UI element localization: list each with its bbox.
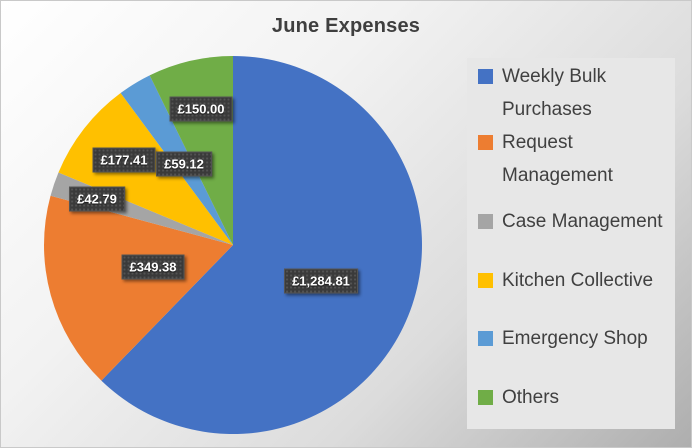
legend-item-content: Request Management bbox=[478, 126, 613, 192]
legend-swatch-icon bbox=[478, 272, 493, 288]
legend-swatch-icon bbox=[478, 390, 493, 406]
legend-item-content: Kitchen Collective bbox=[478, 264, 653, 297]
legend-swatch-icon bbox=[478, 213, 493, 229]
legend-label: Emergency Shop bbox=[502, 328, 648, 350]
pie-slice-request-management[interactable] bbox=[44, 195, 234, 381]
legend-item-content: Weekly Bulk Purchases bbox=[478, 60, 606, 126]
legend-item-content: Case Management bbox=[478, 205, 663, 238]
data-label-weekly-bulk-purchases: £1,284.81 bbox=[284, 268, 358, 294]
data-label-emergency-shop: £59.12 bbox=[156, 151, 212, 177]
data-label-kitchen-collective: £177.41 bbox=[92, 147, 156, 173]
data-label-others: £150.00 bbox=[169, 96, 233, 122]
legend-item-others[interactable]: Others bbox=[478, 368, 671, 427]
legend-item-kitchen-collective[interactable]: Kitchen Collective bbox=[478, 251, 671, 310]
legend-swatch-icon bbox=[478, 331, 493, 347]
legend-label: Others bbox=[502, 387, 560, 409]
legend-swatch-icon bbox=[478, 135, 493, 150]
legend: Weekly Bulk Purchases Request Management Cas… bbox=[467, 58, 675, 429]
legend-label: Kitchen Collective bbox=[502, 269, 654, 291]
legend-label: Case Management bbox=[502, 210, 663, 232]
legend-item-case-management[interactable]: Case Management bbox=[478, 192, 671, 251]
legend-label: Request Management bbox=[502, 132, 613, 186]
legend-item-request-management[interactable]: Request Management bbox=[478, 126, 671, 192]
legend-swatch-icon bbox=[478, 69, 493, 84]
legend-item-weekly-bulk-purchases[interactable]: Weekly Bulk Purchases bbox=[478, 60, 671, 126]
legend-item-content: Emergency Shop bbox=[478, 322, 648, 355]
data-label-request-management: £349.38 bbox=[121, 254, 185, 280]
chart-title: June Expenses bbox=[271, 15, 421, 37]
pie-slice-weekly-bulk-purchases[interactable] bbox=[101, 56, 422, 435]
data-label-case-management: £42.79 bbox=[69, 186, 125, 212]
legend-label: Weekly Bulk Purchases bbox=[502, 66, 607, 120]
legend-item-content: Others bbox=[478, 381, 559, 414]
legend-item-emergency-shop[interactable]: Emergency Shop bbox=[478, 310, 671, 369]
